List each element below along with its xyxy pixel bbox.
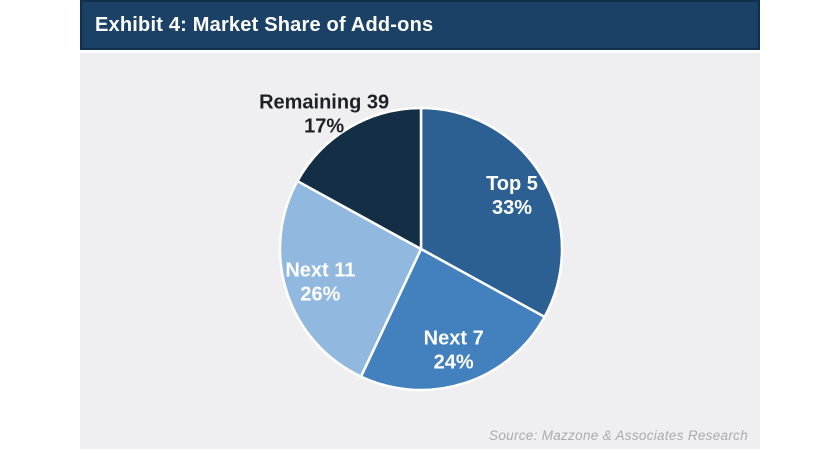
source-note: Source: Mazzone & Associates Research <box>489 428 748 443</box>
slice-label-remaining-39: Remaining 39 17% <box>259 92 389 138</box>
exhibit-container: Exhibit 4: Market Share of Add-ons Top 5… <box>80 0 760 449</box>
chart-panel: Top 5 33% Next 7 24% Next 11 26% Remaining 39 1… <box>80 53 760 449</box>
exhibit-title: Exhibit 4: Market Share of Add-ons <box>95 13 434 36</box>
pie-slice-remaining-39 <box>296 106 423 251</box>
slice-label-next-11: Next 11 26% <box>285 260 355 306</box>
slice-label-next-7: Next 7 24% <box>424 328 484 374</box>
pie-chart: Top 5 33% Next 7 24% Next 11 26% Remaining 39 1… <box>259 92 564 392</box>
exhibit-header: Exhibit 4: Market Share of Add-ons <box>80 0 760 50</box>
pie-slice-next-7 <box>359 247 546 392</box>
pie-slice-top-5 <box>419 106 564 319</box>
slice-label-top-5: Top 5 33% <box>486 173 538 219</box>
